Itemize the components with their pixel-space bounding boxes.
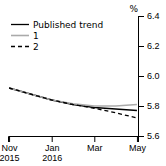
legend: Published trend12 xyxy=(11,20,103,52)
x-tick: Jan2016 xyxy=(42,136,62,163)
x-tick-label: Mar xyxy=(87,143,103,153)
x-tick-label-line: May xyxy=(129,143,147,153)
y-tick-label: 5.8 xyxy=(147,101,160,111)
y-tick: 6.2 xyxy=(138,41,160,51)
plot: Nov2015 Jan2016 Mar May5.6 5.8 6.0 6.2 6.4% Publ… xyxy=(0,4,160,163)
x-tick-label-line: 2015 xyxy=(0,153,20,163)
y-tick-label: 5.6 xyxy=(147,131,160,141)
x-tick-label: Nov2015 xyxy=(0,143,20,163)
x-tick-label: Jan2016 xyxy=(42,143,62,163)
x-tick-label-line: 2016 xyxy=(42,153,62,163)
series-line xyxy=(9,88,137,111)
legend-swatch xyxy=(11,46,29,47)
y-tick-mark xyxy=(138,106,144,107)
legend-label: Published trend xyxy=(33,20,103,30)
x-tick-label-line: Nov xyxy=(2,143,19,153)
y-tick-label: 6.4 xyxy=(147,11,160,21)
x-tick-mark xyxy=(94,136,95,142)
x-tick: Nov2015 xyxy=(0,136,20,163)
x-tick-label-line: Jan xyxy=(45,143,60,153)
x-tick-label-line: Mar xyxy=(87,143,103,153)
y-tick-label: 6.0 xyxy=(147,71,160,81)
chart: Nov2015 Jan2016 Mar May5.6 5.8 6.0 6.2 6.4% Publ… xyxy=(0,0,166,166)
legend-item: Published trend xyxy=(11,20,103,30)
x-tick-mark xyxy=(9,136,10,142)
y-tick: 5.6 xyxy=(138,131,160,141)
y-tick-mark xyxy=(138,46,144,47)
legend-swatch xyxy=(11,35,29,37)
series-line xyxy=(9,88,137,106)
y-axis: 5.6 5.8 6.0 6.2 6.4 xyxy=(138,11,160,141)
x-tick-mark xyxy=(137,136,138,142)
legend-item: 1 xyxy=(11,31,39,41)
y-tick: 6.0 xyxy=(138,71,160,81)
series-line xyxy=(9,88,137,118)
x-tick-mark xyxy=(52,136,53,142)
y-axis-line xyxy=(139,17,145,137)
legend-item: 2 xyxy=(11,42,39,52)
x-tick: May xyxy=(129,136,147,153)
x-tick-label: May xyxy=(129,143,147,153)
x-axis: Nov2015 Jan2016 Mar May xyxy=(0,136,146,163)
lines xyxy=(9,88,137,118)
y-tick-mark xyxy=(138,136,144,137)
legend-label: 2 xyxy=(33,42,39,52)
y-tick: 6.4 xyxy=(138,11,160,21)
legend-swatch xyxy=(11,24,29,25)
y-tick-mark xyxy=(138,16,144,17)
y-tick-mark xyxy=(138,76,144,77)
y-label: % xyxy=(129,4,138,14)
legend-label: 1 xyxy=(33,31,39,41)
x-tick: Mar xyxy=(87,136,103,153)
y-tick-label: 6.2 xyxy=(147,41,160,51)
x-axis-line xyxy=(9,137,139,143)
y-tick: 5.8 xyxy=(138,101,160,111)
